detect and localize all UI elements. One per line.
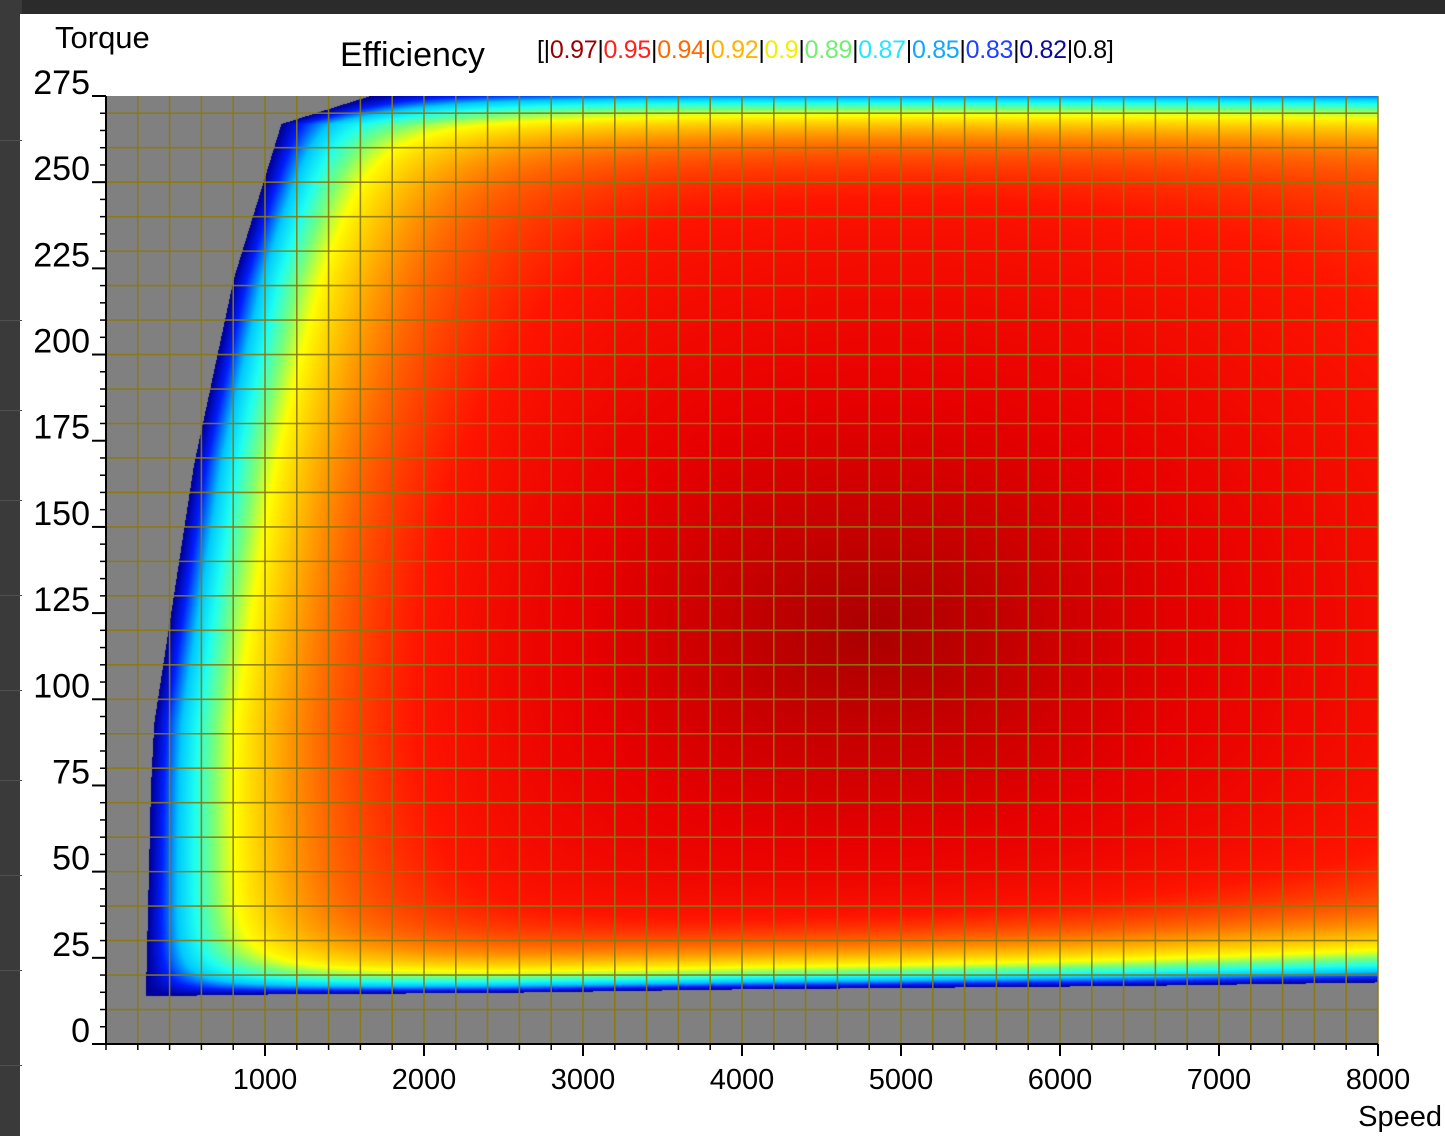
x-tick-label: 8000 xyxy=(1346,1064,1411,1096)
y-tick-label: 0 xyxy=(71,1012,90,1050)
background-divider xyxy=(0,875,22,876)
y-tick-label: 125 xyxy=(33,581,90,619)
legend-separator: | xyxy=(905,36,913,64)
x-tick-label: 1000 xyxy=(233,1064,298,1096)
chart-panel: 1000 2000 3000 4000 5000 6000 7000 8000 0 25 50 75 1… xyxy=(20,14,1445,1136)
legend-entry: 0.92 xyxy=(710,36,759,64)
legend-separator: | xyxy=(543,36,551,64)
x-tick-label: 4000 xyxy=(710,1064,775,1096)
legend-separator: | xyxy=(959,36,966,64)
y-tick-label: 25 xyxy=(52,926,90,964)
background-divider xyxy=(0,595,22,596)
background-divider xyxy=(0,1065,22,1066)
x-tick-label: 7000 xyxy=(1187,1064,1252,1096)
legend-entry: 0.95 xyxy=(603,36,652,64)
legend-entry: 0.94 xyxy=(657,36,705,64)
legend-separator: | xyxy=(852,36,859,64)
legend-separator: | xyxy=(597,36,604,64)
y-tick-label: 225 xyxy=(33,236,90,274)
legend-entry: 0.87 xyxy=(858,36,906,64)
y-tick-label: 100 xyxy=(33,667,90,705)
y-tick-label: 150 xyxy=(33,495,90,533)
legend-entry: 0.82 xyxy=(1019,36,1067,64)
efficiency-map-chart: 1000 2000 3000 4000 5000 6000 7000 8000 0 25 50 75 1… xyxy=(33,20,1442,1133)
legend-separator: | xyxy=(1013,36,1020,64)
grid-lines xyxy=(105,96,1379,1045)
y-tick-label: 200 xyxy=(33,323,90,361)
y-tick-label: 250 xyxy=(33,150,90,188)
background-divider xyxy=(0,140,22,141)
y-tick-label: 75 xyxy=(52,753,90,791)
legend-separator: | xyxy=(1066,36,1074,64)
background-window-strip xyxy=(0,0,22,1136)
legend-entry: 0.85 xyxy=(911,36,960,64)
background-divider xyxy=(0,320,22,321)
y-tick-label: 275 xyxy=(33,64,90,102)
legend-close-bracket: ] xyxy=(1106,36,1114,64)
legend-entry: 0.97 xyxy=(549,36,598,64)
background-divider xyxy=(0,690,22,691)
legend-separator: | xyxy=(758,36,765,64)
x-tick-label: 2000 xyxy=(392,1064,457,1096)
legend-separator: | xyxy=(704,36,712,64)
x-tick-label: 3000 xyxy=(551,1064,616,1096)
chart-title: Efficiency xyxy=(340,36,485,74)
background-divider xyxy=(0,970,22,971)
x-tick-label: 5000 xyxy=(869,1064,934,1096)
y-tick-label: 175 xyxy=(33,409,90,447)
background-divider xyxy=(0,780,22,781)
legend-entry: 0.83 xyxy=(965,36,1014,64)
legend-entry: 0.8 xyxy=(1072,36,1107,64)
y-tick-label: 50 xyxy=(52,840,90,878)
colorbar-legend: [|0.97|0.95|0.94|0.92|0.9|0.89|0.87|0.85… xyxy=(537,36,1114,65)
x-axis-title: Speed xyxy=(1358,1101,1442,1133)
legend-entry: 0.9 xyxy=(764,36,799,64)
legend-separator: | xyxy=(798,36,805,64)
legend-separator: | xyxy=(651,36,658,64)
x-tick-label: 6000 xyxy=(1028,1064,1093,1096)
background-divider xyxy=(0,500,22,501)
y-axis-title: Torque xyxy=(55,20,150,55)
legend-open-bracket: [ xyxy=(537,36,544,64)
legend-entry: 0.89 xyxy=(804,36,853,64)
background-divider xyxy=(0,410,22,411)
